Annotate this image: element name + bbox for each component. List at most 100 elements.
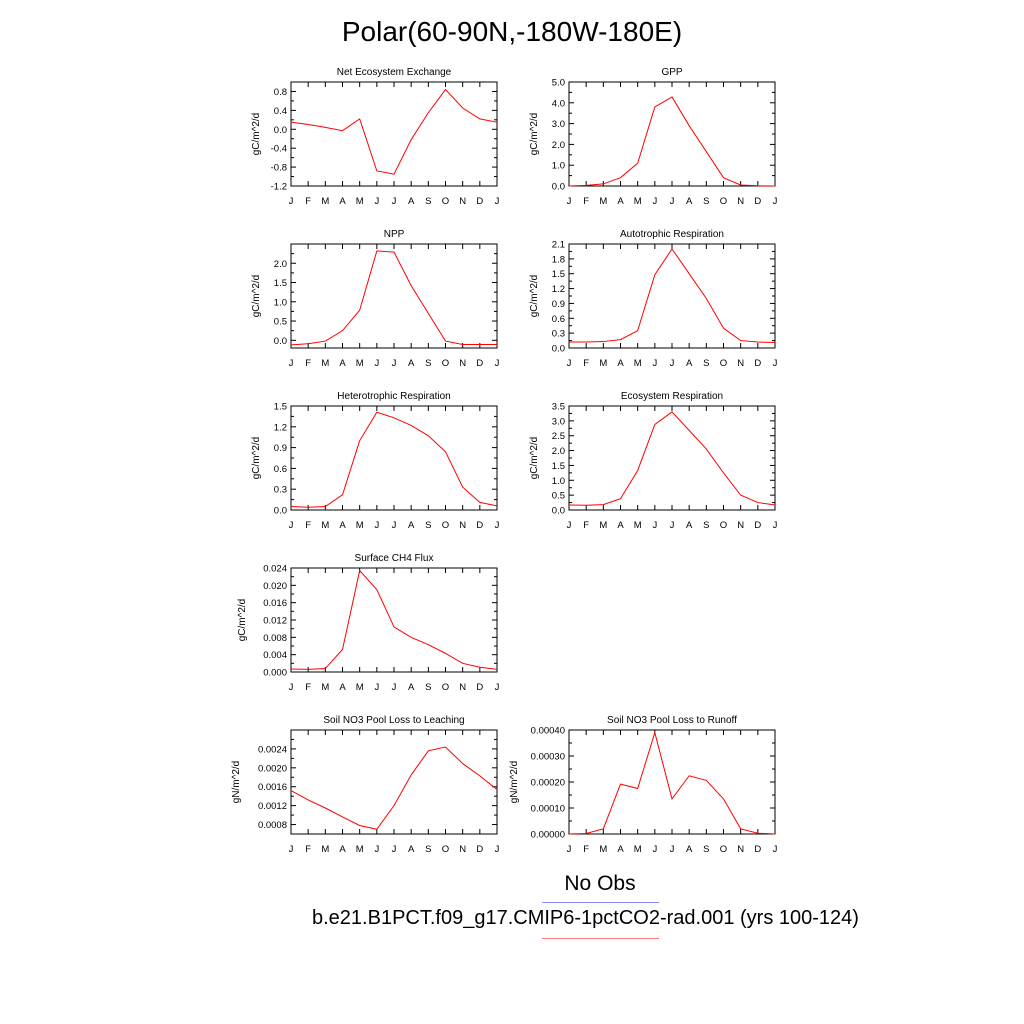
y-axis-label: gC/m^2/d: [251, 113, 262, 156]
x-tick-label: F: [305, 682, 311, 693]
plot-frame: [568, 405, 776, 511]
x-tick-label: N: [459, 358, 466, 369]
x-tick-label: A: [408, 196, 415, 207]
x-tick-label: J: [670, 358, 675, 369]
y-axis-label: gC/m^2/d: [529, 275, 540, 318]
x-tick-label: J: [289, 358, 294, 369]
x-tick-label: A: [686, 844, 693, 855]
x-tick-label: D: [754, 358, 761, 369]
x-tick-label: D: [476, 196, 483, 207]
x-tick-label: A: [617, 844, 624, 855]
x-tick-label: M: [634, 196, 642, 207]
x-tick-label: S: [425, 358, 431, 369]
x-tick-label: J: [652, 196, 657, 207]
y-tick-label: 0.8: [274, 87, 287, 98]
x-tick-label: O: [720, 358, 727, 369]
chart-title: Soil NO3 Pool Loss to Leaching: [323, 715, 464, 726]
x-tick-label: A: [686, 520, 693, 531]
y-tick-label: 0.6: [274, 464, 287, 475]
page-title: Polar(60-90N,-180W-180E): [341, 16, 683, 47]
y-tick-label: 2.1: [552, 240, 565, 251]
y-tick-label: 1.5: [552, 269, 565, 280]
chart-title: NPP: [384, 229, 405, 240]
y-tick-label: 1.2: [274, 422, 287, 433]
y-tick-label: 0.00010: [531, 804, 565, 815]
x-tick-label: J: [495, 196, 500, 207]
x-tick-label: F: [583, 358, 589, 369]
y-tick-label: 0.00030: [531, 752, 565, 763]
x-tick-label: O: [720, 520, 727, 531]
x-tick-label: S: [425, 520, 431, 531]
plot-frame: [290, 405, 498, 511]
y-tick-label: 0.00000: [531, 830, 565, 841]
y-tick-label: 0.5: [274, 317, 287, 328]
x-tick-label: J: [289, 196, 294, 207]
x-tick-label: S: [425, 196, 431, 207]
x-tick-label: J: [567, 358, 572, 369]
x-tick-label: J: [652, 520, 657, 531]
x-tick-label: J: [670, 196, 675, 207]
x-tick-label: N: [459, 196, 466, 207]
y-tick-label: 0.0: [274, 506, 287, 517]
x-tick-label: J: [495, 682, 500, 693]
y-tick-label: 0.9: [274, 443, 287, 454]
chart-panel-4: Autotrophic Respiration gC/m^2/d 2.1 1.8 1.5…: [529, 229, 778, 369]
y-axis-label: gC/m^2/d: [237, 599, 248, 642]
x-tick-label: J: [773, 196, 778, 207]
x-tick-label: J: [374, 196, 379, 207]
x-tick-label: A: [408, 844, 415, 855]
y-tick-label: 2.0: [552, 140, 565, 151]
y-tick-label: 2.5: [552, 431, 565, 442]
plot-frame: [290, 729, 498, 835]
x-tick-label: O: [442, 358, 449, 369]
legend-obs-line: [542, 902, 659, 903]
chart-panel-6: Ecosystem Respiration gC/m^2/d 3.5 3.0 2.5 2.…: [529, 391, 778, 531]
x-tick-label: J: [773, 520, 778, 531]
x-tick-label: D: [754, 196, 761, 207]
x-tick-label: F: [305, 196, 311, 207]
x-tick-label: J: [392, 682, 397, 693]
plot-frame: [568, 729, 776, 835]
x-tick-label: N: [737, 520, 744, 531]
x-tick-label: D: [476, 358, 483, 369]
series-line: [568, 411, 776, 506]
legend-model-label: b.e21.B1PCT.f09_g17.CMIP6-1pctCO2-rad.00…: [312, 907, 859, 929]
y-axis-label: gN/m^2/d: [231, 761, 242, 804]
x-tick-label: S: [703, 358, 709, 369]
y-tick-label: 0.0: [274, 125, 287, 136]
y-tick-label: 3.0: [552, 416, 565, 427]
x-tick-label: J: [670, 844, 675, 855]
x-tick-label: J: [392, 196, 397, 207]
x-tick-label: M: [321, 196, 329, 207]
chart-title: Autotrophic Respiration: [620, 229, 724, 240]
x-tick-label: D: [476, 844, 483, 855]
chart-panel-5: Heterotrophic Respiration gC/m^2/d 1.5 1.2 0…: [251, 391, 500, 531]
plot-frame: [290, 81, 498, 187]
y-tick-label: 1.5: [274, 402, 287, 413]
chart-title: Heterotrophic Respiration: [337, 391, 450, 402]
x-tick-label: A: [408, 358, 415, 369]
x-tick-label: D: [754, 520, 761, 531]
series-line: [290, 88, 498, 175]
y-tick-label: 0.020: [263, 581, 287, 592]
chart-panel-7: Surface CH4 Flux gC/m^2/d 0.024 0.020 0.016 0…: [237, 553, 500, 693]
x-tick-label: O: [442, 844, 449, 855]
y-tick-label: 0.016: [263, 598, 287, 609]
x-tick-label: J: [773, 358, 778, 369]
y-tick-label: 2.0: [552, 446, 565, 457]
chart-title: Ecosystem Respiration: [621, 391, 723, 402]
y-tick-label: 0.00040: [531, 726, 565, 737]
x-tick-label: N: [737, 196, 744, 207]
y-tick-label: 1.5: [552, 461, 565, 472]
x-tick-label: J: [495, 844, 500, 855]
y-tick-label: 0.0: [552, 506, 565, 517]
chart-title: Soil NO3 Pool Loss to Runoff: [607, 715, 737, 726]
x-tick-label: J: [392, 520, 397, 531]
y-tick-label: 0.004: [263, 650, 287, 661]
x-tick-label: A: [339, 682, 346, 693]
x-tick-label: M: [356, 844, 364, 855]
x-tick-label: M: [321, 844, 329, 855]
x-tick-label: J: [567, 520, 572, 531]
